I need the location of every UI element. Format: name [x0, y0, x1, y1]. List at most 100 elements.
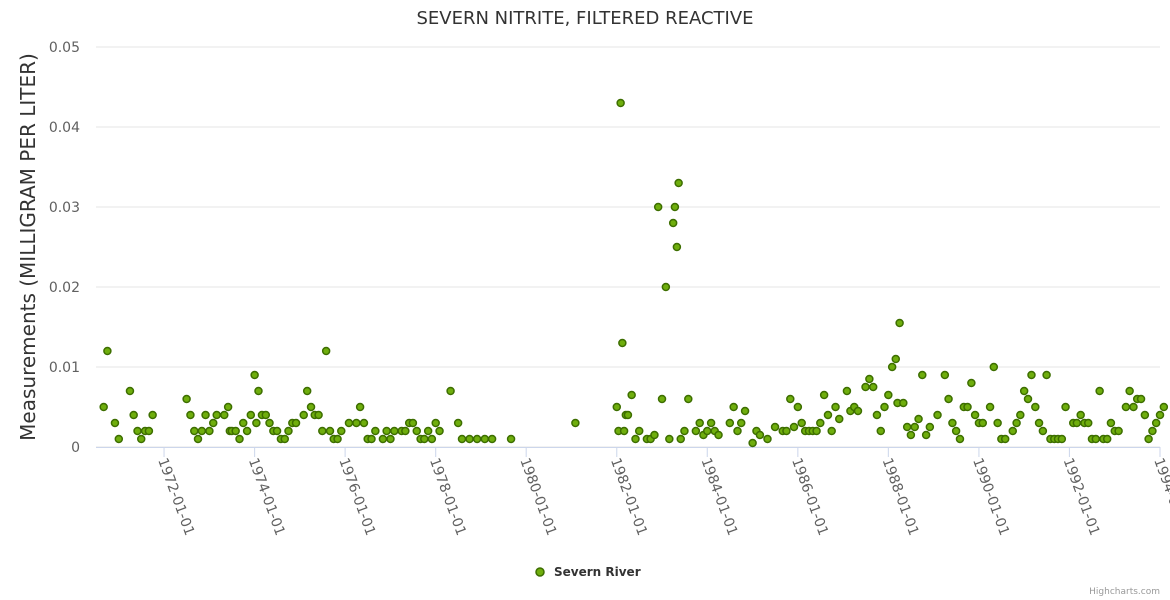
- data-point[interactable]: [254, 386, 263, 396]
- data-point[interactable]: [910, 422, 919, 432]
- data-point[interactable]: [691, 426, 701, 436]
- data-point[interactable]: [657, 394, 667, 404]
- data-point[interactable]: [99, 402, 108, 412]
- data-point[interactable]: [208, 418, 218, 428]
- data-point[interactable]: [782, 426, 791, 436]
- data-point[interactable]: [506, 434, 516, 444]
- data-point[interactable]: [302, 386, 312, 396]
- data-point[interactable]: [321, 346, 331, 356]
- data-point[interactable]: [1012, 418, 1021, 428]
- data-point[interactable]: [344, 418, 354, 428]
- data-point[interactable]: [359, 418, 369, 428]
- data-point[interactable]: [114, 434, 124, 444]
- data-point[interactable]: [618, 338, 627, 348]
- data-point[interactable]: [1016, 410, 1025, 420]
- data-point[interactable]: [661, 282, 671, 292]
- data-point[interactable]: [865, 374, 874, 384]
- data-point[interactable]: [465, 434, 474, 444]
- data-point[interactable]: [1159, 402, 1169, 412]
- data-point[interactable]: [1008, 426, 1018, 436]
- data-point[interactable]: [571, 418, 580, 428]
- data-point[interactable]: [1057, 434, 1067, 444]
- data-point[interactable]: [386, 434, 395, 444]
- data-point[interactable]: [190, 426, 199, 436]
- data-point[interactable]: [1038, 426, 1048, 436]
- data-point[interactable]: [985, 402, 995, 412]
- data-point[interactable]: [684, 394, 693, 404]
- data-point[interactable]: [914, 414, 923, 424]
- data-point[interactable]: [457, 434, 467, 444]
- data-point[interactable]: [755, 430, 765, 440]
- data-point[interactable]: [1000, 434, 1010, 444]
- data-point[interactable]: [797, 418, 806, 428]
- data-point[interactable]: [1031, 402, 1040, 412]
- data-point[interactable]: [144, 426, 154, 436]
- data-point[interactable]: [902, 422, 912, 432]
- data-point[interactable]: [770, 422, 780, 432]
- data-point[interactable]: [895, 318, 904, 328]
- data-point[interactable]: [420, 434, 429, 444]
- data-point[interactable]: [733, 426, 742, 436]
- data-point[interactable]: [1129, 402, 1138, 412]
- data-point[interactable]: [333, 434, 342, 444]
- data-point[interactable]: [835, 414, 844, 424]
- data-point[interactable]: [1155, 410, 1165, 420]
- data-point[interactable]: [668, 218, 678, 228]
- data-point[interactable]: [819, 390, 829, 400]
- data-point[interactable]: [367, 434, 376, 444]
- data-point[interactable]: [1136, 394, 1146, 404]
- data-point[interactable]: [235, 434, 244, 444]
- data-point[interactable]: [1114, 426, 1123, 436]
- data-point[interactable]: [1106, 418, 1116, 428]
- data-point[interactable]: [876, 426, 886, 436]
- data-point[interactable]: [133, 426, 142, 436]
- data-point[interactable]: [729, 402, 738, 412]
- data-point[interactable]: [1076, 410, 1085, 420]
- data-point[interactable]: [280, 434, 290, 444]
- data-point[interactable]: [612, 402, 622, 412]
- data-point[interactable]: [631, 434, 640, 444]
- data-point[interactable]: [993, 418, 1002, 428]
- data-point[interactable]: [1072, 418, 1082, 428]
- data-point[interactable]: [1140, 410, 1150, 420]
- data-point[interactable]: [337, 426, 346, 436]
- data-point[interactable]: [695, 418, 704, 428]
- data-point[interactable]: [136, 434, 146, 444]
- data-point[interactable]: [786, 394, 795, 404]
- data-point[interactable]: [472, 434, 482, 444]
- data-point[interactable]: [261, 410, 271, 420]
- data-point[interactable]: [1102, 434, 1112, 444]
- credits-link[interactable]: Highcharts.com: [1089, 587, 1160, 597]
- data-point[interactable]: [435, 426, 444, 436]
- data-point[interactable]: [272, 426, 282, 436]
- data-point[interactable]: [623, 410, 633, 420]
- data-point[interactable]: [487, 434, 497, 444]
- data-point[interactable]: [250, 370, 259, 380]
- data-point[interactable]: [627, 390, 636, 400]
- data-point[interactable]: [325, 426, 335, 436]
- data-point[interactable]: [284, 426, 293, 436]
- data-point[interactable]: [989, 362, 999, 372]
- data-point[interactable]: [944, 394, 953, 404]
- data-point[interactable]: [740, 406, 750, 416]
- data-point[interactable]: [1027, 370, 1036, 380]
- data-point[interactable]: [653, 202, 663, 212]
- data-point[interactable]: [427, 434, 437, 444]
- data-point[interactable]: [220, 410, 229, 420]
- data-point[interactable]: [371, 426, 380, 436]
- data-point[interactable]: [193, 434, 203, 444]
- data-point[interactable]: [963, 402, 972, 412]
- data-point[interactable]: [884, 390, 893, 400]
- data-point[interactable]: [793, 402, 803, 412]
- data-point[interactable]: [951, 426, 961, 436]
- data-point[interactable]: [703, 426, 712, 436]
- data-point[interactable]: [921, 430, 931, 440]
- data-point[interactable]: [1125, 386, 1134, 396]
- data-point[interactable]: [672, 242, 682, 252]
- data-point[interactable]: [1148, 426, 1157, 436]
- data-point[interactable]: [887, 362, 897, 372]
- data-point[interactable]: [352, 418, 361, 428]
- data-point[interactable]: [314, 410, 323, 420]
- data-point[interactable]: [291, 418, 301, 428]
- data-point[interactable]: [634, 426, 644, 436]
